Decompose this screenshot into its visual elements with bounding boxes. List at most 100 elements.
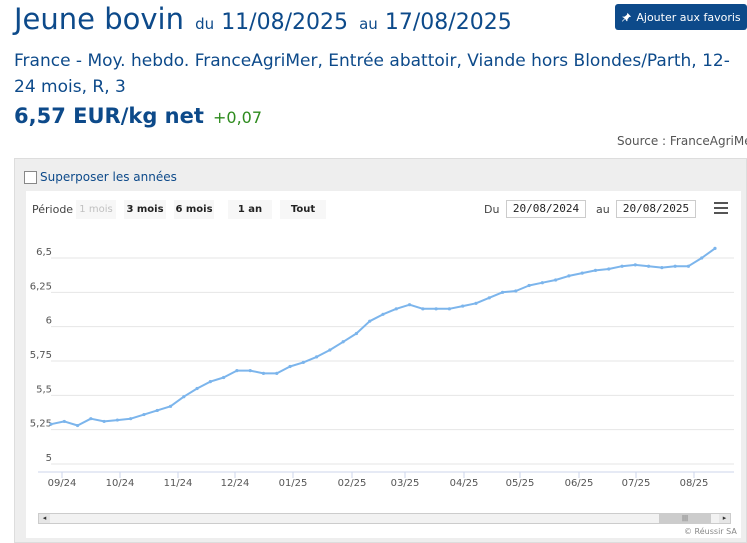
x-tick-label: 04/25 bbox=[450, 478, 479, 489]
data-point bbox=[155, 408, 159, 413]
data-point bbox=[102, 419, 106, 424]
data-point bbox=[673, 264, 677, 268]
from-date-input[interactable]: 20/08/2024 bbox=[506, 200, 586, 218]
data-point bbox=[208, 380, 212, 384]
data-point bbox=[487, 296, 491, 300]
data-point bbox=[500, 290, 505, 294]
data-point bbox=[633, 263, 637, 267]
navigator-scrollbar[interactable]: ◂ ||| ▸ bbox=[38, 513, 731, 524]
source-label: Source : FranceAgriMer bbox=[617, 134, 747, 148]
data-point bbox=[315, 355, 319, 359]
data-point bbox=[527, 283, 531, 288]
overlay-years-control[interactable]: Superposer les années bbox=[24, 170, 177, 184]
price-line: 6,57 EUR/kg net +0,07 bbox=[14, 104, 262, 128]
page-title-line: Jeune bovin du 11/08/2025 au 17/08/2025 bbox=[14, 2, 512, 36]
period-all-button[interactable]: Tout bbox=[280, 200, 326, 219]
data-point bbox=[235, 369, 239, 373]
start-date: 11/08/2025 bbox=[221, 10, 348, 35]
data-point bbox=[660, 266, 664, 270]
data-point bbox=[554, 278, 558, 282]
price-value: 6,57 EUR/kg net bbox=[14, 104, 204, 128]
overlay-years-checkbox[interactable] bbox=[24, 170, 37, 184]
plot-panel bbox=[26, 191, 741, 538]
data-point bbox=[222, 375, 226, 380]
x-tick-label: 06/25 bbox=[565, 478, 594, 489]
end-date: 17/08/2025 bbox=[384, 10, 512, 35]
data-point bbox=[567, 274, 571, 278]
add-favorite-button[interactable]: Ajouter aux favoris bbox=[615, 4, 747, 30]
x-tick-label: 02/25 bbox=[338, 478, 367, 489]
product-description: France - Moy. hebdo. FranceAgriMer, Entr… bbox=[14, 51, 730, 97]
from-date-label: Du bbox=[484, 203, 500, 216]
data-point bbox=[474, 301, 478, 305]
x-tick-label: 05/25 bbox=[506, 478, 535, 489]
price-variation: +0,07 bbox=[213, 108, 263, 127]
data-point bbox=[686, 264, 691, 268]
scroll-right-arrow-icon[interactable]: ▸ bbox=[719, 514, 730, 523]
data-point bbox=[261, 371, 266, 375]
to-date-label: au bbox=[596, 203, 610, 216]
x-tick-label: 12/24 bbox=[221, 478, 250, 489]
x-tick-label: 03/25 bbox=[391, 478, 420, 489]
x-tick-label: 09/24 bbox=[48, 478, 77, 489]
period-6-months-button[interactable]: 6 mois bbox=[174, 200, 214, 219]
data-point bbox=[514, 289, 518, 293]
period-3-months-button[interactable]: 3 mois bbox=[124, 200, 166, 219]
x-tick-label: 01/25 bbox=[279, 478, 308, 489]
scroll-left-arrow-icon[interactable]: ◂ bbox=[39, 514, 50, 523]
data-point bbox=[301, 360, 305, 364]
x-tick-label: 11/24 bbox=[164, 478, 193, 489]
to-date-input[interactable]: 20/08/2025 bbox=[616, 200, 696, 218]
data-point bbox=[275, 371, 279, 375]
data-point bbox=[607, 267, 611, 271]
scrollbar-thumb[interactable]: ||| bbox=[659, 514, 711, 523]
data-point bbox=[593, 268, 598, 272]
data-point bbox=[647, 264, 651, 268]
data-point bbox=[75, 423, 80, 428]
x-tick-label: 08/25 bbox=[680, 478, 709, 489]
data-point bbox=[115, 418, 119, 422]
y-tick-label: 5,25 bbox=[30, 419, 52, 430]
x-tick-label: 10/24 bbox=[106, 478, 135, 489]
y-tick-label: 5 bbox=[46, 453, 52, 464]
pin-icon bbox=[622, 12, 632, 22]
data-point bbox=[381, 312, 385, 316]
data-point bbox=[341, 340, 345, 344]
data-point bbox=[700, 256, 704, 260]
data-point bbox=[407, 303, 412, 307]
y-tick-label: 5,75 bbox=[30, 350, 52, 361]
data-point bbox=[288, 364, 292, 369]
data-point bbox=[248, 369, 252, 373]
data-point bbox=[168, 404, 173, 408]
series-line bbox=[50, 247, 716, 427]
du-label: du bbox=[195, 15, 215, 33]
data-point bbox=[394, 307, 398, 311]
data-point bbox=[62, 419, 66, 424]
data-point bbox=[620, 264, 624, 268]
data-point bbox=[195, 386, 199, 391]
y-tick-label: 6,25 bbox=[30, 281, 52, 292]
period-1-year-button[interactable]: 1 an bbox=[228, 200, 272, 219]
overlay-years-label: Superposer les années bbox=[40, 170, 177, 184]
data-point bbox=[580, 271, 584, 275]
data-point bbox=[354, 331, 359, 336]
data-point bbox=[49, 422, 53, 426]
period-label: Période bbox=[32, 203, 74, 216]
page-title: Jeune bovin bbox=[14, 2, 184, 36]
period-1-month-button[interactable]: 1 mois bbox=[76, 200, 116, 219]
data-point bbox=[142, 412, 146, 417]
data-point bbox=[89, 417, 93, 421]
y-tick-label: 6,5 bbox=[36, 247, 52, 258]
data-point bbox=[434, 307, 438, 311]
data-point bbox=[447, 307, 451, 311]
au-label: au bbox=[359, 15, 378, 33]
range-toolbar: Période 1 mois 3 mois 6 mois 1 an Tout D… bbox=[32, 200, 732, 220]
hamburger-menu-icon[interactable] bbox=[714, 202, 728, 214]
credit-label: © Réussir SA bbox=[684, 527, 737, 536]
x-tick-label: 07/25 bbox=[622, 478, 651, 489]
y-tick-label: 6 bbox=[46, 316, 52, 327]
data-point bbox=[182, 395, 186, 399]
data-point bbox=[129, 417, 133, 421]
data-point bbox=[713, 246, 717, 250]
